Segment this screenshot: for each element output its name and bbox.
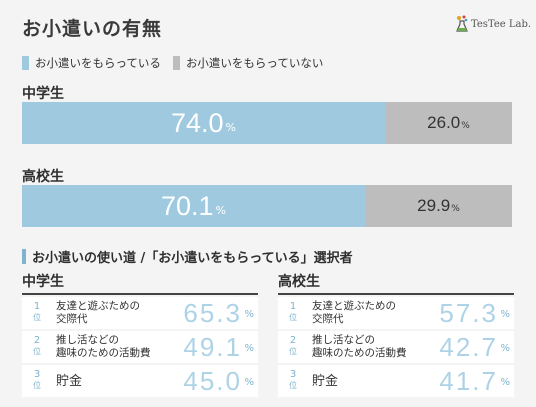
data-label-yes: 70.1% [160, 191, 226, 221]
bar-segment-yes [22, 185, 365, 227]
ranking-item: 2 位推し活などの 趣味のための活動費 42.7% [278, 331, 514, 363]
bar-row-junior-high: 74.0% 26.0% [22, 102, 512, 144]
ranking-column-high-school: 高校生 1 位友達と遊ぶための 交際代 57.3% 2 位推し活などの 趣味のための活動費 4… [278, 273, 514, 397]
rank-value: 57.3 [439, 298, 498, 328]
bar-segment-no [365, 185, 512, 227]
ranking-list: 1 位友達と遊ぶための 交際代 65.3% 2 位推し活などの 趣味のための活動費 49.1%… [22, 297, 258, 397]
bar-row-high-school: 70.1% 29.9% [22, 185, 512, 227]
legend-item-no: お小遣いをもらっていない [172, 55, 324, 71]
ranking-divider [278, 293, 514, 295]
ranking-item: 1 位友達と遊ぶための 交際代 65.3% [22, 297, 258, 329]
ranking-item: 2 位推し活などの 趣味のための活動費 49.1% [22, 331, 258, 363]
logo-text: TesTee Lab. [471, 18, 532, 30]
rank-unit: % [244, 377, 254, 388]
page-title: お小遣いの有無 [22, 18, 163, 40]
usage-section-title: お小遣いの使い道 /「お小遣いをもらっている」選択者 [22, 248, 353, 266]
ranking-title-junior-high: 中学生 [22, 274, 64, 290]
ranking-column-junior-high: 中学生 1 位友達と遊ぶための 交際代 65.3% 2 位推し活などの 趣味のための活動費 4… [22, 273, 258, 397]
legend-item-yes: お小遣いをもらっている [22, 55, 161, 71]
section-accent-bar [22, 248, 26, 264]
rank-unit: % [500, 343, 510, 354]
rank-value: 45.0 [183, 366, 242, 396]
rank-unit: % [500, 309, 510, 320]
legend-swatch-yes [22, 56, 29, 70]
legend-label-no: お小遣いをもらっていない [185, 56, 324, 70]
rank-unit: % [244, 343, 254, 354]
bar-segment-yes [22, 102, 385, 144]
rank-label: 推し活などの 趣味のための活動費 [312, 334, 407, 359]
ranking-divider [22, 293, 258, 295]
rank-label: 友達と遊ぶための 交際代 [312, 300, 396, 325]
rank-label: 貯金 [312, 373, 339, 389]
rank-unit: % [244, 309, 254, 320]
rank-label: 貯金 [56, 373, 83, 389]
rank-label: 友達と遊ぶための 交際代 [56, 300, 140, 325]
ranking-title-high-school: 高校生 [278, 274, 320, 290]
category-label-high-school: 高校生 [22, 169, 64, 185]
ranking-list: 1 位友達と遊ぶための 交際代 57.3% 2 位推し活などの 趣味のための活動費 42.7%… [278, 297, 514, 397]
data-label-yes: 74.0% [170, 108, 236, 138]
category-label-junior-high: 中学生 [22, 86, 64, 102]
rank-unit: % [500, 377, 510, 388]
bar-segment-no [385, 102, 512, 144]
ranking-item: 3 位貯金 45.0% [22, 365, 258, 397]
ranking-item: 3 位貯金 41.7% [278, 365, 514, 397]
rank-value: 41.7 [439, 366, 498, 396]
legend-label-yes: お小遣いをもらっている [35, 56, 161, 70]
rank-label: 推し活などの 趣味のための活動費 [56, 334, 151, 359]
data-label-no: 26.0% [427, 113, 470, 132]
ranking-item: 1 位友達と遊ぶための 交際代 57.3% [278, 297, 514, 329]
rank-value: 49.1 [183, 332, 242, 362]
usage-section-title-text: お小遣いの使い道 /「お小遣いをもらっている」選択者 [32, 250, 353, 266]
rank-value: 42.7 [439, 332, 498, 362]
testee-lab-logo: TesTee Lab. [455, 14, 531, 34]
legend-swatch-no [172, 56, 180, 70]
chart-legend: お小遣いをもらっている お小遣いをもらっていない [22, 55, 335, 71]
rank-value: 65.3 [183, 298, 242, 328]
flask-icon [456, 15, 468, 32]
data-label-no: 29.9% [417, 196, 460, 215]
